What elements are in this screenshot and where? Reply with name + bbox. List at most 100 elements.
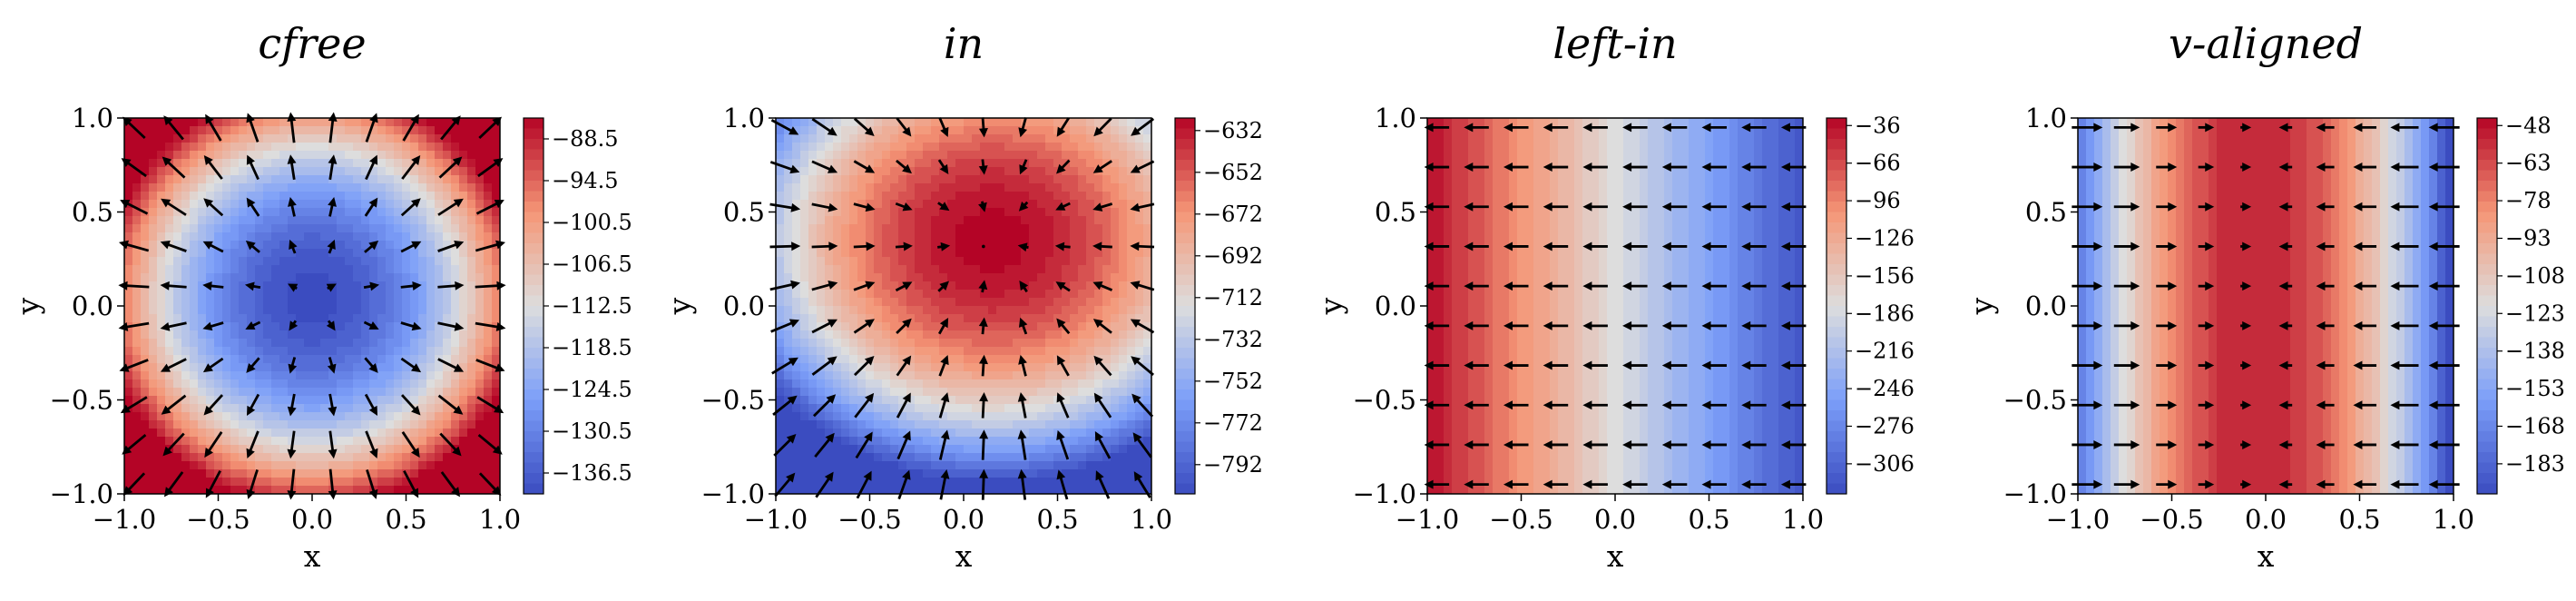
contour-cell: [776, 396, 785, 405]
contour-cell: [1013, 453, 1022, 462]
contour-cell: [1078, 363, 1087, 372]
contour-cell: [337, 143, 346, 152]
contour-cell: [874, 478, 883, 487]
colorbar-segment: [524, 369, 544, 380]
contour-cell: [1062, 216, 1071, 225]
contour-cell: [296, 200, 305, 209]
contour-cell: [337, 322, 346, 331]
contour-cell: [149, 273, 158, 282]
contour-cell: [1119, 118, 1128, 127]
contour-cell: [353, 404, 362, 413]
contour-cell: [890, 306, 899, 315]
contour-cell: [394, 429, 403, 438]
contour-cell: [353, 265, 362, 274]
contour-cell: [1468, 232, 1477, 241]
contour-cell: [931, 469, 940, 478]
contour-cell: [841, 118, 850, 127]
contour-cell: [964, 208, 973, 217]
contour-cell: [817, 371, 826, 380]
contour-cell: [263, 412, 272, 421]
colorbar-tick-label: −124.5: [552, 377, 632, 402]
contour-cell: [492, 355, 501, 364]
contour-cell: [776, 249, 785, 258]
contour-cell: [882, 298, 891, 307]
contour-cell: [1452, 134, 1461, 143]
contour-cell: [857, 265, 867, 274]
contour-cell: [157, 396, 166, 405]
contour-cell: [898, 298, 907, 307]
contour-cell: [198, 461, 207, 470]
contour-cell: [190, 216, 199, 225]
contour-cell: [947, 404, 956, 413]
contour-cell: [1086, 192, 1095, 201]
contour-cell: [890, 273, 899, 282]
contour-cell: [1070, 429, 1079, 438]
contour-cell: [1427, 257, 1436, 266]
contour-cell: [394, 151, 403, 160]
contour-cell: [776, 453, 785, 462]
contour-cell: [898, 355, 907, 364]
contour-cell: [304, 478, 313, 487]
contour-cell: [955, 126, 965, 135]
contour-cell: [825, 461, 834, 470]
contour-cell: [206, 265, 215, 274]
contour-cell: [882, 241, 891, 250]
contour-cell: [964, 322, 973, 331]
contour-cell: [475, 167, 485, 176]
contour-cell: [459, 330, 468, 340]
contour-cell: [247, 437, 256, 446]
contour-cell: [1045, 134, 1054, 143]
contour-cell: [776, 192, 785, 201]
contour-cell: [1135, 322, 1144, 331]
contour-cell: [435, 151, 444, 160]
contour-cell: [337, 298, 346, 307]
contour-cell: [988, 224, 997, 233]
contour-cell: [271, 469, 280, 478]
contour-cell: [1045, 404, 1054, 413]
contour-cell: [1143, 363, 1152, 372]
contour-cell: [890, 429, 899, 438]
contour-cell: [1094, 404, 1103, 413]
contour-cell: [1013, 151, 1022, 160]
contour-cell: [443, 208, 452, 217]
contour-cell: [1135, 445, 1144, 454]
contour-cell: [931, 306, 940, 315]
contour-cell: [1021, 379, 1030, 389]
contour-cell: [1427, 339, 1436, 348]
contour-cell: [157, 183, 166, 192]
contour-cell: [1452, 151, 1461, 160]
contour-cell: [402, 388, 411, 397]
contour-cell: [402, 453, 411, 462]
colorbar-segment: [524, 202, 544, 213]
contour-cell: [353, 232, 362, 241]
contour-cell: [206, 183, 215, 192]
contour-cell: [849, 232, 858, 241]
quiver-arrow: [402, 113, 419, 142]
contour-cell: [915, 445, 924, 454]
contour-cell: [190, 420, 199, 429]
contour-cell: [353, 420, 362, 429]
contour-cell: [988, 126, 997, 135]
contour-cell: [833, 396, 842, 405]
contour-cell: [898, 429, 907, 438]
contour-cell: [1452, 159, 1461, 168]
contour-cell: [386, 183, 395, 192]
contour-cell: [866, 461, 875, 470]
contour-cell: [475, 298, 485, 307]
contour-cell: [1094, 306, 1103, 315]
contour-cell: [484, 192, 493, 201]
quiver-arrow: [811, 319, 838, 334]
contour-cell: [369, 192, 378, 201]
contour-cell: [1468, 314, 1477, 323]
contour-cell: [157, 241, 166, 250]
contour-cell: [124, 216, 133, 225]
contour-cell: [849, 379, 858, 389]
contour-field: [1427, 118, 1804, 495]
contour-cell: [132, 379, 142, 389]
contour-cell: [996, 314, 1005, 323]
contour-cell: [866, 134, 875, 143]
contour-cell: [972, 159, 981, 168]
contour-cell: [320, 404, 329, 413]
contour-cell: [841, 314, 850, 323]
contour-cell: [1013, 200, 1022, 209]
